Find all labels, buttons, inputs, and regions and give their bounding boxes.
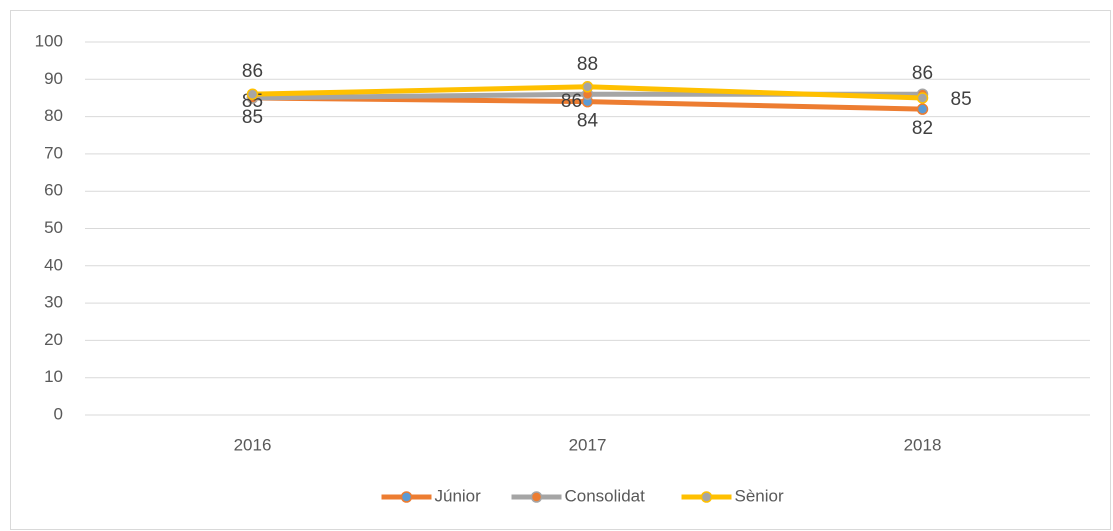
y-tick-label: 20 [44,330,63,349]
legend-marker [400,491,413,503]
data-label: 86 [242,61,263,82]
data-label: 86 [912,63,933,84]
y-tick-label: 70 [44,143,63,162]
data-point [916,103,929,115]
y-tick-label: 80 [44,106,63,125]
data-label: 86 [561,91,582,112]
y-tick-label: 40 [44,255,63,274]
legend-marker [530,491,543,503]
data-label: 88 [577,54,598,75]
data-label: 82 [912,118,933,139]
data-point [246,88,259,100]
y-tick-label: 10 [44,367,63,386]
legend-label: Sènior [735,486,784,505]
y-tick-label: 0 [54,404,63,423]
data-point [581,81,594,93]
x-tick-label: 2018 [904,435,942,454]
x-tick-label: 2016 [234,435,272,454]
y-tick-label: 30 [44,293,63,312]
x-tick-label: 2017 [569,435,607,454]
data-label: 85 [242,107,263,128]
legend-label: Júnior [435,486,482,505]
legend-label: Consolidat [565,486,646,505]
data-point [916,92,929,104]
legend-marker [700,491,713,503]
data-label: 85 [951,89,972,110]
data-label: 84 [577,111,599,132]
y-tick-label: 90 [44,69,63,88]
y-tick-label: 50 [44,218,63,237]
y-tick-label: 60 [44,181,63,200]
y-tick-label: 100 [35,31,63,50]
